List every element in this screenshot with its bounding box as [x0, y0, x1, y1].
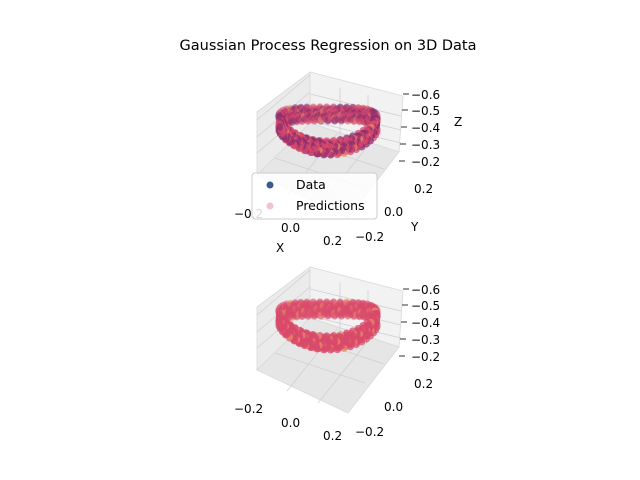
ring-point — [276, 318, 284, 326]
ring-scatter — [275, 103, 381, 159]
z-tick-label: −0.2 — [411, 350, 440, 364]
x-tick-label: 0.2 — [323, 429, 342, 443]
ring-scatter — [275, 298, 381, 354]
z-tick-label: −0.2 — [411, 155, 440, 169]
z-axis-label: Z — [454, 115, 462, 129]
grid-line — [256, 269, 311, 316]
grid-line — [274, 352, 366, 384]
x-tick-label: 0.0 — [281, 221, 300, 235]
z-tick-label: −0.5 — [411, 104, 440, 118]
z-tick-label: −0.3 — [411, 138, 440, 152]
y-tick-label: 0.2 — [414, 377, 433, 391]
axis-ticks: −0.2−0.3−0.4−0.5−0.60.20.0−0.2−0.20.00.2 — [234, 283, 440, 443]
z-tick-label: −0.4 — [411, 121, 440, 135]
y-tick-label: 0.2 — [414, 182, 433, 196]
z-tick-label: −0.3 — [411, 333, 440, 347]
plot-top: −0.2−0.3−0.4−0.5−0.60.20.0−0.2−0.20.00.2… — [234, 71, 462, 255]
y-tick-label: −0.2 — [355, 230, 384, 244]
grid-line — [309, 93, 402, 117]
x-axis-label: X — [276, 241, 284, 255]
y-tick-label: 0.0 — [384, 205, 403, 219]
legend-label-data: Data — [296, 177, 326, 192]
ring-point — [275, 307, 283, 315]
legend-label-predictions: Predictions — [296, 198, 365, 213]
x-tick-label: −0.2 — [234, 402, 263, 416]
legend-marker-data — [266, 181, 274, 189]
legend-box — [251, 172, 378, 220]
grid-line — [317, 340, 369, 404]
z-tick-label: −0.5 — [411, 299, 440, 313]
y-tick-label: 0.0 — [384, 400, 403, 414]
z-tick-label: −0.6 — [411, 283, 440, 297]
x-tick-label: 0.0 — [281, 416, 300, 430]
y-axis-label: Y — [410, 220, 419, 234]
grid-line — [256, 74, 311, 121]
z-tick-label: −0.6 — [411, 88, 440, 102]
ring-point — [275, 112, 283, 120]
z-tick-label: −0.4 — [411, 316, 440, 330]
figure-title: Gaussian Process Regression on 3D Data — [180, 38, 477, 54]
plot-bottom: −0.2−0.3−0.4−0.5−0.60.20.0−0.2−0.20.00.2 — [234, 266, 440, 443]
ring-point — [276, 123, 284, 131]
grid-line — [309, 288, 402, 312]
y-tick-label: −0.2 — [355, 425, 384, 439]
legend: Data Predictions — [251, 172, 378, 220]
x-tick-label: 0.2 — [323, 234, 342, 248]
legend-marker-predictions — [266, 202, 274, 210]
